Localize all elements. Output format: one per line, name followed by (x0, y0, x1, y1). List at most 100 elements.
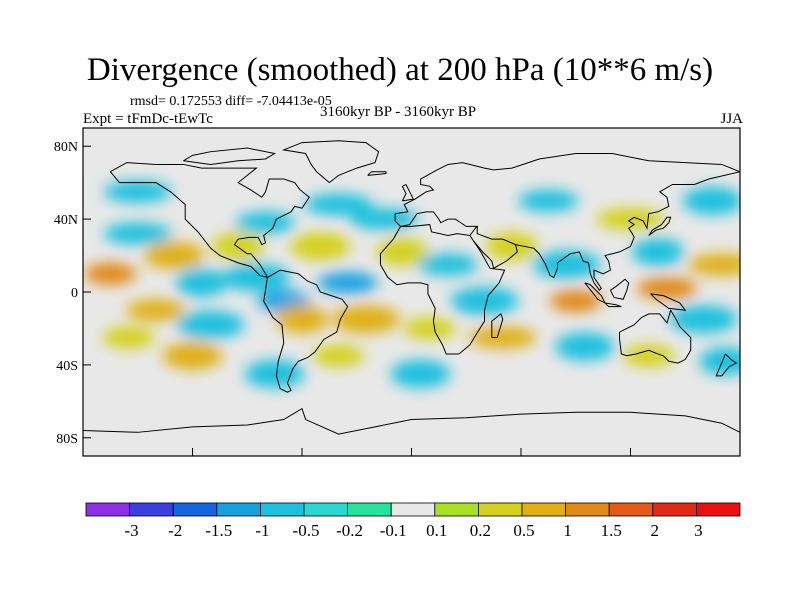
coastline (400, 211, 479, 237)
colorbar-label: -2 (168, 521, 182, 540)
colorbar-box (172, 502, 218, 517)
anomaly-blob (290, 232, 351, 261)
coastline (281, 140, 380, 184)
anomaly-blob (468, 326, 537, 349)
colorbar-box (608, 502, 654, 517)
anomaly-blob (687, 253, 740, 276)
anomaly-blob (162, 341, 223, 370)
anomaly-blob (350, 208, 419, 231)
anomaly-blob (212, 232, 265, 261)
colorbar-label: -0.1 (380, 521, 407, 540)
anomaly-blob (103, 222, 172, 245)
colorbar-box (521, 502, 566, 517)
colorbar-box (129, 502, 174, 517)
colorbar-label: 0.2 (470, 521, 491, 540)
y-tick-label: 80N (54, 140, 78, 155)
y-tick-label: 40S (56, 359, 78, 374)
anomaly-blob (235, 211, 296, 234)
coastline (609, 278, 630, 300)
colorbar-box (216, 502, 261, 517)
coastline (367, 171, 387, 176)
coastline (109, 162, 310, 279)
coastline (183, 147, 276, 165)
anomaly-blob (244, 360, 305, 388)
colorbar-label: -0.2 (336, 521, 363, 540)
anomaly-blob (103, 180, 172, 203)
coastline (379, 153, 740, 265)
colorbar-label: 1.5 (601, 521, 622, 540)
anomaly-blob (331, 305, 400, 334)
colorbar-box (477, 502, 523, 517)
anomaly-blob (84, 262, 137, 285)
colorbar-label: 0.5 (513, 521, 534, 540)
x-tick-label: 60E (510, 469, 533, 470)
colorbar-label: 1 (563, 521, 572, 540)
anomaly-blob (102, 326, 155, 349)
colorbar-box (434, 502, 479, 517)
stats-text: rmsd= 0.172553 diff= -7.04413e-05 (130, 94, 332, 109)
anomaly-blob (304, 193, 373, 216)
colorbar-box (696, 502, 741, 517)
anomaly-blob (518, 189, 579, 212)
colorbar-box (303, 502, 348, 517)
colorbar-label: 3 (694, 521, 703, 540)
anomaly-blob (312, 344, 365, 367)
colorbar-box (85, 502, 130, 517)
coastline (515, 171, 740, 291)
experiment-label: Expt = tFmDc-tEwTc (83, 111, 213, 127)
anomaly-blob (631, 237, 684, 266)
anomaly-blob (390, 360, 451, 388)
coastline (491, 313, 504, 339)
coastline (263, 269, 349, 393)
x-tick-label: 0 (408, 469, 415, 470)
coastline (619, 308, 692, 364)
colorbar-box (390, 502, 436, 517)
x-tick-label: 180 (730, 469, 751, 470)
anomaly-blob (175, 268, 228, 297)
anomaly-blob (699, 347, 740, 376)
anomaly-blob (126, 299, 186, 322)
x-tick-label: 180 (73, 469, 94, 470)
period-label: 3160kyr BP - 3160kyr BP (320, 104, 477, 120)
coastline (648, 216, 672, 236)
colorbar-box (565, 502, 610, 517)
anomaly-layer (84, 180, 740, 388)
anomaly-blob (637, 277, 697, 300)
colorbar-label: 0.1 (426, 521, 447, 540)
anomaly-blob (418, 253, 478, 276)
colorbar-label: 2 (651, 521, 660, 540)
x-tick-label: 120W (175, 469, 210, 470)
anomaly-blob (669, 305, 738, 334)
anomaly-blob (403, 317, 456, 340)
x-tick-label: 120E (616, 469, 646, 470)
colorbar-box (259, 502, 305, 517)
anomaly-blob (450, 287, 519, 316)
colorbar-label: -1.5 (205, 521, 232, 540)
colorbar-label: -0.5 (293, 521, 320, 540)
colorbar-box (652, 502, 697, 517)
colorbar-label: -1 (255, 521, 269, 540)
y-tick-label: 0 (71, 286, 78, 301)
anomaly-blob (622, 344, 675, 367)
anomaly-blob (532, 250, 601, 279)
colorbar-box (347, 502, 392, 517)
x-tick-label: 60W (288, 469, 316, 470)
divergence-map: 180 120W 60W 0 60E 120E 180 80N 40N 0 40S 80S (54, 127, 751, 470)
coastline (83, 407, 740, 435)
anomaly-blob (682, 186, 740, 215)
chart-title: Divergence (smoothed) at 200 hPa (10**6 … (86, 52, 714, 88)
y-tick-label: 40N (54, 213, 78, 228)
season-label: JJA (720, 111, 743, 127)
anomaly-blob (222, 263, 291, 292)
anomaly-blob (317, 271, 378, 294)
coastline (380, 235, 506, 355)
coastline (401, 183, 415, 202)
anomaly-blob (276, 305, 328, 334)
coastline (715, 353, 738, 377)
coastline (604, 302, 622, 308)
anomaly-blob (144, 241, 205, 270)
coastline-layer (83, 140, 740, 435)
y-tick-label: 80S (56, 432, 78, 447)
colorbar-label: -3 (125, 521, 139, 540)
anomaly-blob (554, 332, 615, 361)
